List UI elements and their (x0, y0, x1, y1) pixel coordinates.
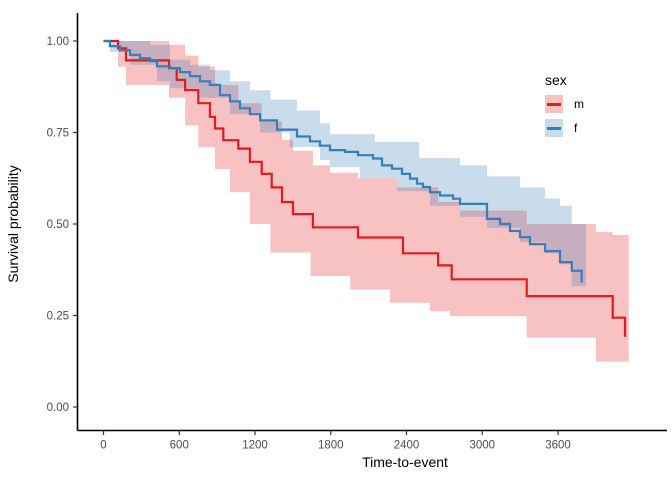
y-tick-label: 1.00 (47, 36, 69, 48)
legend-item-m: m (545, 95, 584, 113)
series-f-line (103, 39, 583, 283)
x-tick-label: 2400 (394, 440, 420, 452)
x-tick-label: 1800 (318, 440, 344, 452)
legend-item-f: f (545, 119, 584, 137)
series-m-confidence-band (103, 41, 629, 375)
x-tick-label: 3000 (469, 440, 495, 452)
series-m-line (103, 39, 627, 337)
legend-key-f-line-icon (547, 127, 561, 130)
y-tick-label: 0.75 (47, 128, 69, 140)
x-axis-title-row: Time-to-event (0, 455, 672, 469)
legend-key-m-swatch (545, 95, 563, 113)
x-axis-title: Time-to-event (362, 454, 448, 470)
x-tick-label: 0 (100, 440, 106, 452)
y-axis-title: Survival probability (5, 165, 21, 283)
legend: sex m f (545, 72, 584, 143)
legend-key-f-swatch (545, 119, 563, 137)
legend-key-m-line-icon (547, 103, 561, 106)
x-tick-label: 3600 (545, 440, 571, 452)
y-tick-label: 0.25 (47, 311, 69, 323)
legend-label-m: m (574, 97, 584, 111)
legend-title: sex (545, 72, 567, 88)
y-tick-label: 0.00 (47, 402, 69, 414)
x-tick-label: 600 (170, 440, 189, 452)
x-tick-label: 1200 (242, 440, 268, 452)
legend-label-f: f (574, 121, 578, 135)
y-tick-label: 0.50 (47, 219, 69, 231)
